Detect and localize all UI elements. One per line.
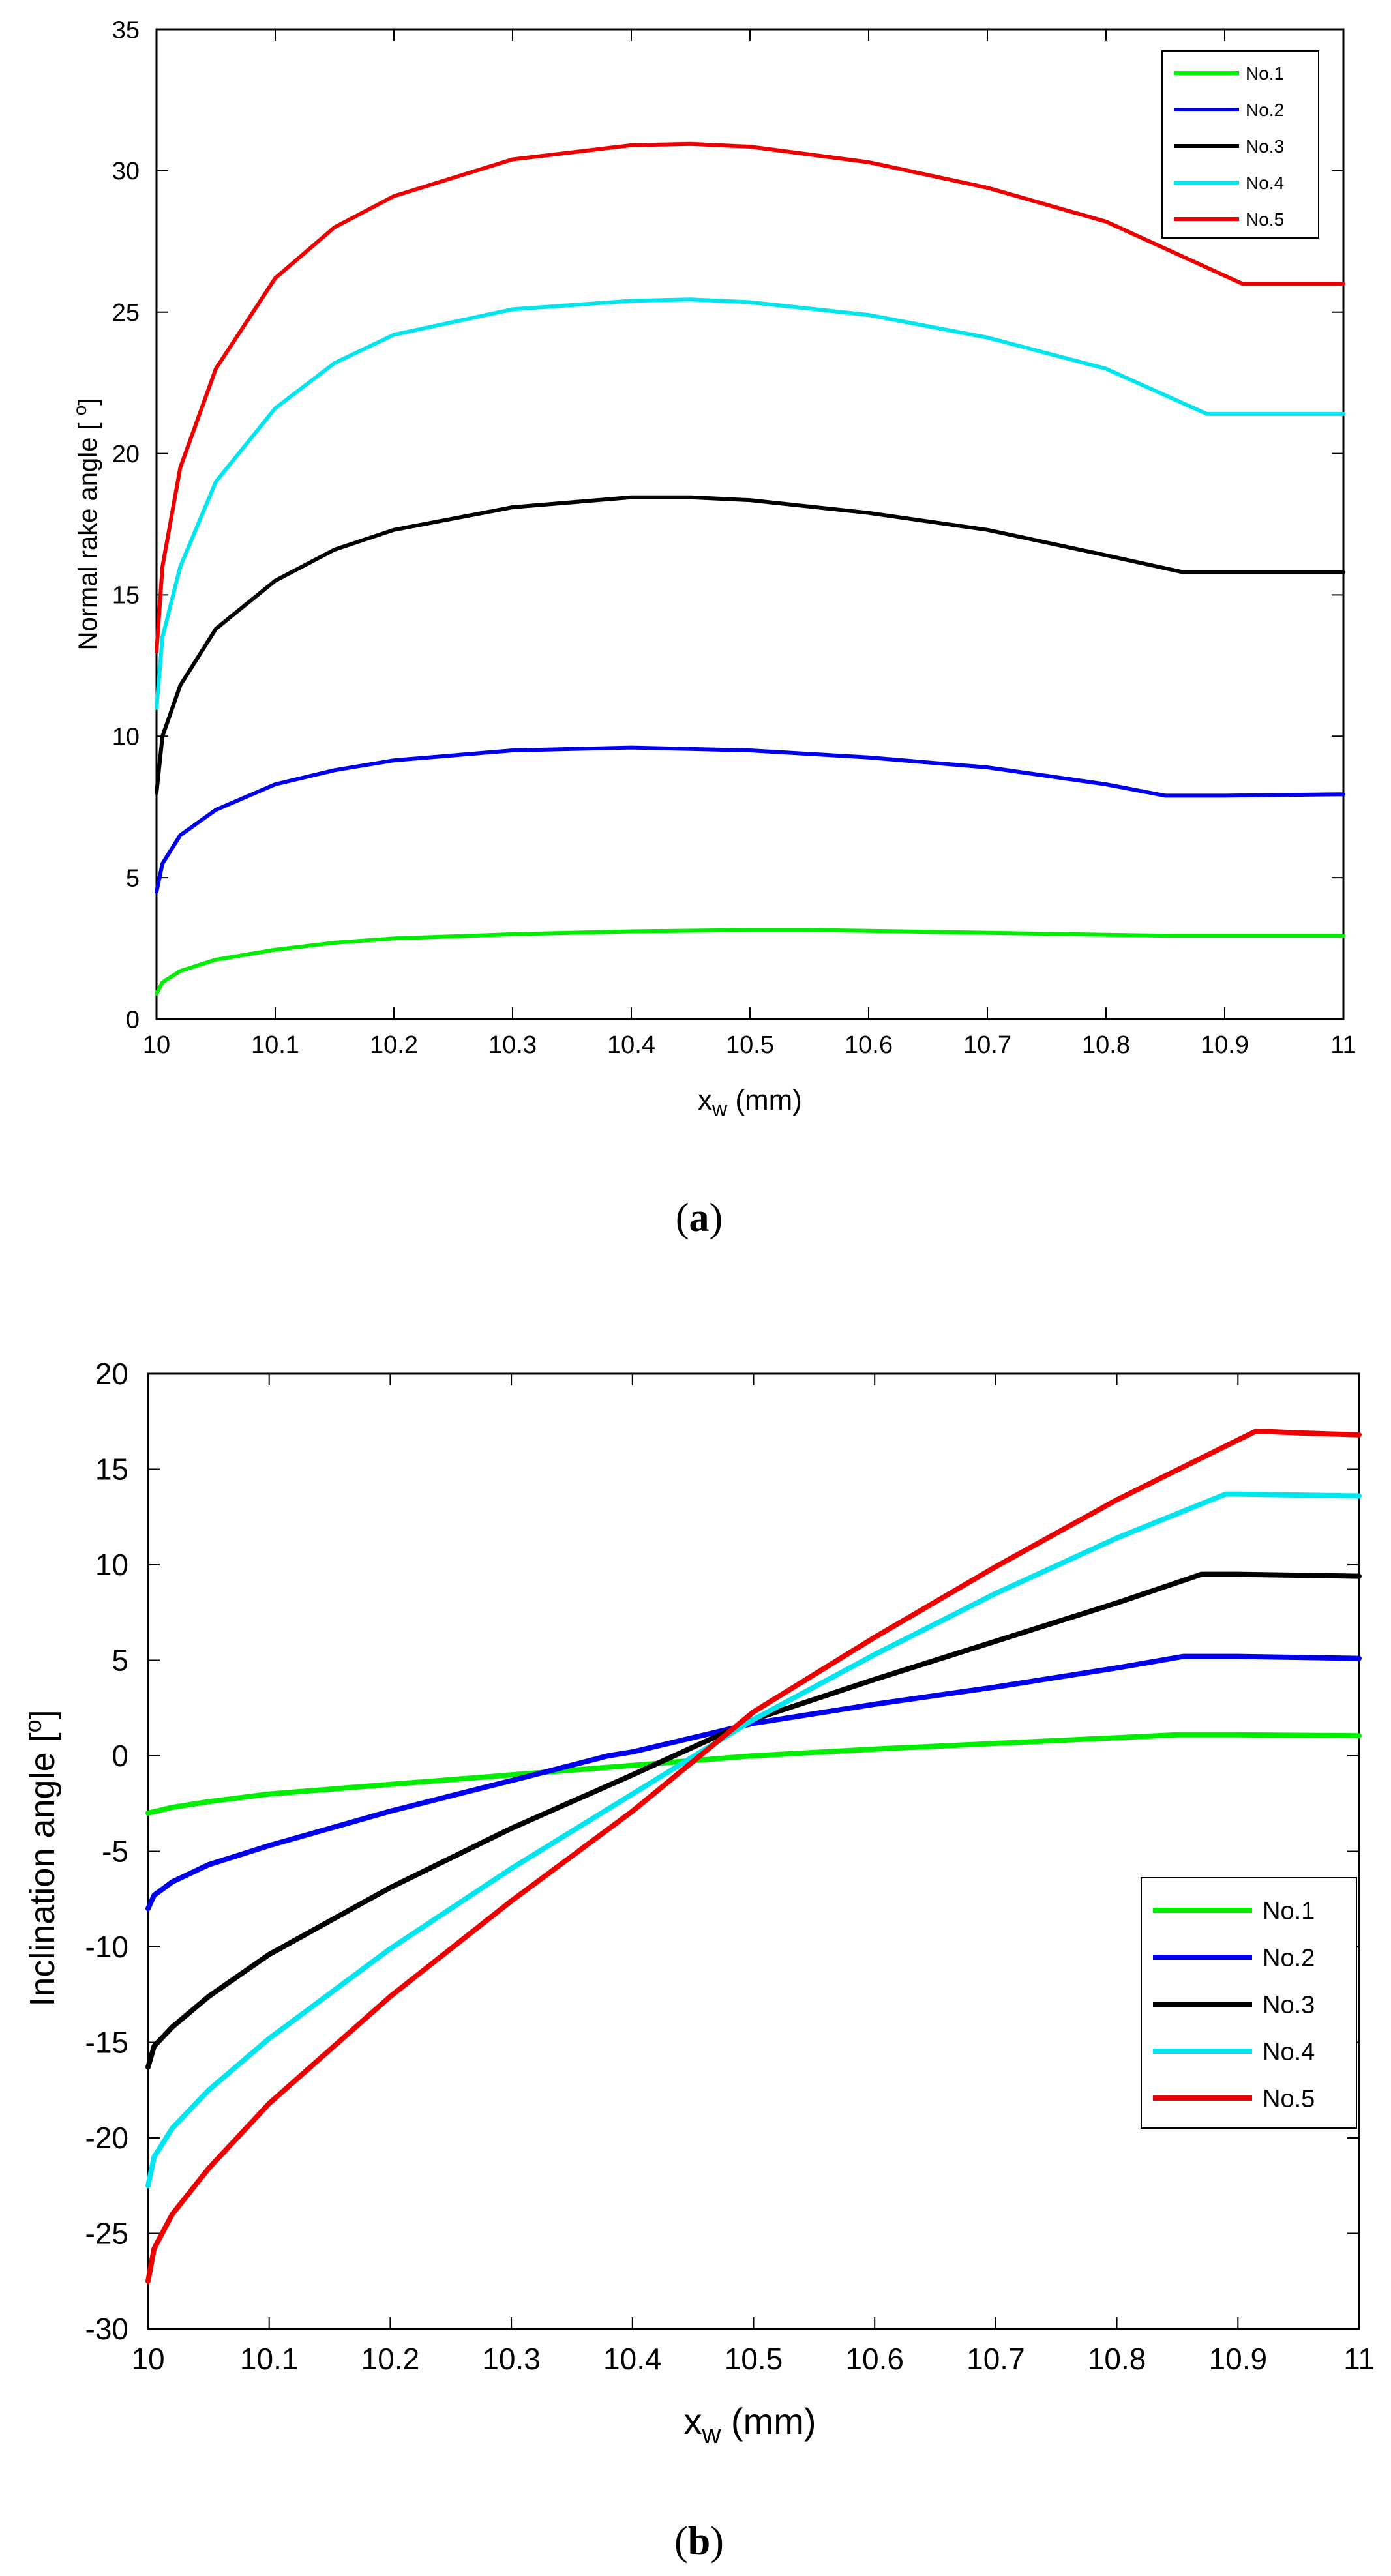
x-tick-label: 10.5 <box>726 1031 774 1059</box>
legend-label: No.1 <box>1263 1897 1315 1925</box>
y-tick-label: 0 <box>112 1739 128 1773</box>
x-tick-label: 10.6 <box>845 2342 904 2376</box>
x-tick-label: 10 <box>131 2342 164 2376</box>
series-line-no-4 <box>145 1491 1362 2189</box>
y-tick-label: -25 <box>85 2217 128 2251</box>
caption-a: (a) <box>676 1196 723 1240</box>
x-tick-label: 10.2 <box>370 1031 418 1059</box>
x-tick-label: 10.8 <box>1088 2342 1146 2376</box>
series-lines-a <box>155 141 1345 996</box>
y-axis-label-b: Inclination angle [o] <box>20 1710 62 2006</box>
legend-label: No.2 <box>1246 100 1284 120</box>
x-tick-label: 10.7 <box>963 1031 1011 1059</box>
legend-b: No.1 No.2 No.3 No.4 No.5 <box>1141 1877 1357 2129</box>
series-line-no-3 <box>155 495 1345 795</box>
y-tick-label: 30 <box>112 158 140 185</box>
y-tick-label: 20 <box>95 1357 128 1391</box>
legend-label: No.5 <box>1263 2085 1315 2112</box>
series-line-no-2 <box>155 745 1345 894</box>
x-tick-label: 10.3 <box>488 1031 537 1059</box>
x-tick-label: 10.7 <box>966 2342 1025 2376</box>
series-line-no-1 <box>155 928 1345 996</box>
series-lines-b <box>145 1428 1362 2284</box>
series-line-no-3 <box>145 1571 1362 2070</box>
y-tick-label: 15 <box>95 1453 128 1487</box>
series-line-no-4 <box>155 297 1345 710</box>
plot-frame-b <box>147 1372 1360 2330</box>
plot-frame-a <box>155 28 1345 1020</box>
x-axis-label-b: xw (mm) <box>683 2401 816 2449</box>
x-tick-label: 10.1 <box>251 1031 299 1059</box>
x-tick-label: 11 <box>1343 2342 1375 2376</box>
y-tick-label: 5 <box>112 1644 128 1678</box>
y-axis-label-a: Normal rake angle [ o] <box>70 398 102 651</box>
x-tick-label: 10.3 <box>482 2342 541 2376</box>
y-tick-label: 15 <box>112 582 140 610</box>
series-line-no-5 <box>145 1428 1362 2284</box>
legend-label: No.4 <box>1263 2038 1315 2065</box>
x-tick-label: 10.8 <box>1082 1031 1130 1059</box>
y-tick-label: 10 <box>95 1548 128 1582</box>
x-tick-label: 10 <box>143 1031 170 1059</box>
x-axis-label-a: xw (mm) <box>698 1084 802 1121</box>
series-line-no-5 <box>155 141 1345 654</box>
legend-label: No.2 <box>1263 1944 1315 1972</box>
y-tick-label: 0 <box>126 1006 140 1033</box>
y-tick-label: 35 <box>112 16 140 44</box>
x-tick-label: 10.2 <box>361 2342 420 2376</box>
x-tick-label: 10.9 <box>1201 1031 1249 1059</box>
legend-a: No.1 No.2 No.3 No.4 No.5 <box>1161 50 1319 239</box>
x-tick-label: 11 <box>1330 1031 1356 1059</box>
y-tick-label: -15 <box>85 2026 128 2060</box>
x-tick-label: 10.6 <box>845 1031 893 1059</box>
y-tick-label: 5 <box>126 865 140 892</box>
y-tick-label: -20 <box>85 2121 128 2155</box>
y-tick-label: 25 <box>112 299 140 327</box>
series-line-no-2 <box>145 1653 1362 1912</box>
x-tick-label: 10.5 <box>725 2342 783 2376</box>
panel-a: 10 10.1 10.2 10.3 10.4 10.5 10.6 10.7 10.8 10.9 11… <box>70 16 1356 1240</box>
caption-b: (b) <box>674 2519 724 2564</box>
legend-label: No.4 <box>1246 173 1284 193</box>
x-tick-label: 10.9 <box>1209 2342 1268 2376</box>
y-tick-label: -30 <box>85 2312 128 2346</box>
legend-label: No.5 <box>1246 209 1284 229</box>
ticks-b: 10 10.1 10.2 10.3 10.4 10.5 10.6 10.7 10.8 10.9 11… <box>85 1357 1375 2376</box>
ticks-a: 10 10.1 10.2 10.3 10.4 10.5 10.6 10.7 10.8 10.9 11… <box>112 16 1356 1059</box>
y-tick-label: -10 <box>85 1930 128 1964</box>
y-tick-label: -5 <box>102 1835 128 1869</box>
y-tick-label: 10 <box>112 724 140 751</box>
legend-label: No.1 <box>1246 63 1284 83</box>
legend-label: No.3 <box>1246 136 1284 156</box>
x-tick-label: 10.1 <box>240 2342 299 2376</box>
x-tick-label: 10.4 <box>603 2342 662 2376</box>
y-tick-label: 20 <box>112 441 140 468</box>
x-tick-label: 10.4 <box>607 1031 655 1059</box>
legend-label: No.3 <box>1263 1991 1315 2019</box>
panel-b: 10 10.1 10.2 10.3 10.4 10.5 10.6 10.7 10.8 10.9 11… <box>20 1357 1375 2564</box>
